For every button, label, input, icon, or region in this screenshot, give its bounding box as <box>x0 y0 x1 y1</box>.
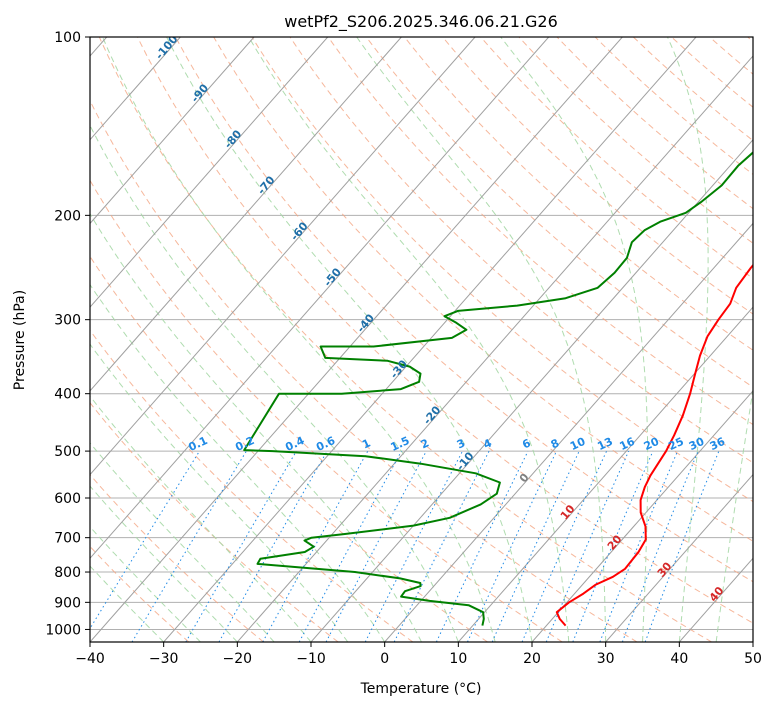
y-tick-label: 100 <box>54 30 81 46</box>
dry-adiabat <box>632 37 753 142</box>
x-axis-label: Temperature (°C) <box>360 681 482 697</box>
mixing-ratio-line <box>131 450 247 642</box>
x-tick-label: 30 <box>597 651 615 667</box>
x-tick-label: −30 <box>149 651 179 667</box>
isotherm <box>90 37 402 392</box>
dry-adiabat <box>594 37 753 175</box>
mixing-ratio-line <box>298 450 402 642</box>
mixing-ratio-line <box>467 450 557 642</box>
x-tick-label: 10 <box>449 651 467 667</box>
x-tick-label: 50 <box>744 651 762 667</box>
isotherm <box>236 55 753 642</box>
moist-adiabat <box>90 212 422 642</box>
x-tick-label: 20 <box>523 651 541 667</box>
isotherm <box>90 37 329 308</box>
moist-adiabat <box>90 283 386 642</box>
moist-adiabat <box>90 442 275 642</box>
moist-adiabat <box>667 37 709 642</box>
moist-adiabat <box>356 37 607 642</box>
mixing-ratio-line <box>644 450 720 642</box>
isotherm <box>310 138 753 642</box>
dry-adiabat <box>98 37 712 642</box>
mixing-ratio-line <box>393 450 490 642</box>
isotherm <box>605 473 753 642</box>
y-tick-label: 700 <box>54 531 81 547</box>
y-tick-label: 900 <box>54 595 81 611</box>
isotherm <box>531 390 753 642</box>
plot-frame <box>89 36 754 643</box>
isotherm <box>457 306 753 642</box>
moist-adiabat <box>500 37 649 642</box>
dry-adiabat <box>90 473 264 642</box>
mixing-ratio-line <box>90 450 200 630</box>
dry-adiabat <box>90 255 488 642</box>
dry-adiabat <box>251 37 753 503</box>
y-tick-label: 300 <box>54 313 81 329</box>
dry-adiabat <box>90 329 414 642</box>
dewpoint-profile-line <box>243 151 753 626</box>
x-tick-label: 0 <box>380 651 389 667</box>
y-tick-label: 800 <box>54 565 81 581</box>
dry-adiabat <box>175 37 753 583</box>
moist-adiabat <box>248 37 570 642</box>
y-tick-label: 500 <box>54 444 81 460</box>
dry-adiabat <box>556 37 753 210</box>
mixing-ratio-line <box>435 450 529 642</box>
y-axis-label: Pressure (hPa) <box>12 290 28 390</box>
mixing-ratio-label: 13 <box>595 435 614 453</box>
x-tick-label: −10 <box>296 651 326 667</box>
mixing-ratio-label: 10 <box>568 435 588 453</box>
x-tick-label: 40 <box>670 651 688 667</box>
isotherm <box>90 37 623 642</box>
moist-adiabat <box>90 485 238 642</box>
mixing-ratio-label: 36 <box>708 435 728 453</box>
mixing-ratio-label: 20 <box>642 435 662 453</box>
isotherm <box>90 37 181 141</box>
dry-adiabat <box>90 99 638 642</box>
isotherm <box>90 37 255 225</box>
moist-adiabat <box>102 37 496 642</box>
y-tick-label: 1000 <box>45 622 81 638</box>
dry-adiabat <box>404 37 753 351</box>
x-tick-label: −20 <box>223 651 253 667</box>
y-tick-label: 600 <box>54 491 81 507</box>
moist-adiabat <box>90 124 459 642</box>
dry-adiabat <box>213 37 753 542</box>
isotherm <box>384 222 753 642</box>
mixing-ratio-label: 25 <box>666 435 685 453</box>
dry-adiabat <box>442 37 753 315</box>
moist-adiabat <box>166 37 533 642</box>
mixing-ratio-label: 30 <box>687 435 707 453</box>
dry-adiabat <box>137 37 753 624</box>
temperature-profile-line <box>555 263 753 627</box>
y-tick-label: 400 <box>54 387 81 403</box>
x-tick-label: −40 <box>75 651 105 667</box>
moist-adiabat <box>715 387 753 642</box>
mixing-ratio-line <box>621 450 699 642</box>
mixing-ratio-line <box>185 450 297 642</box>
dry-adiabat <box>327 37 753 426</box>
mixing-ratio-line <box>491 450 580 642</box>
isotherm <box>90 37 550 560</box>
moist-adiabat <box>90 343 349 642</box>
mixing-ratio-label: 16 <box>618 435 638 453</box>
chart-title: wetPf2_S206.2025.346.06.21.G26 <box>284 12 558 32</box>
isotherm <box>90 37 476 476</box>
y-tick-label: 200 <box>54 208 81 224</box>
dry-adiabat <box>90 179 563 642</box>
